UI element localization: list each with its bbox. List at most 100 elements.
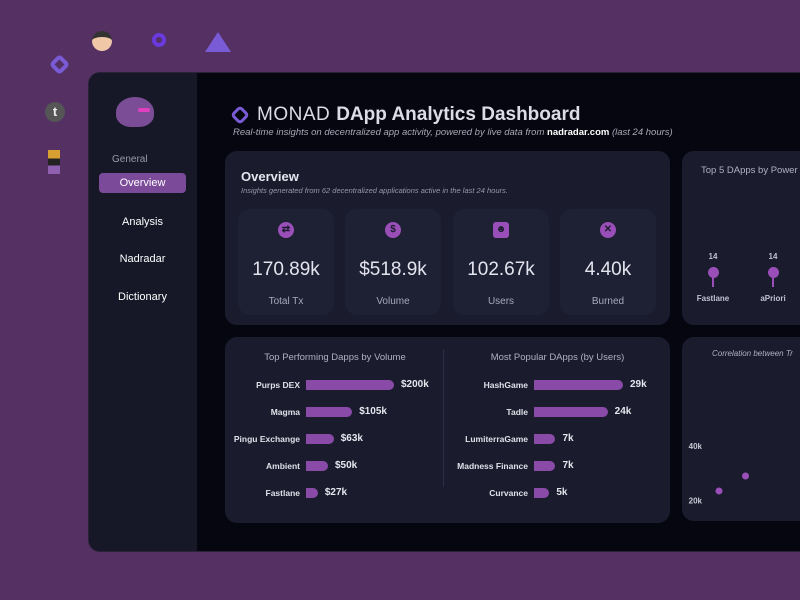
lollipop-head — [768, 267, 779, 278]
diamond-logo-icon — [48, 53, 71, 76]
bar — [534, 407, 608, 417]
stat-burned: ✕ 4.40k Burned — [560, 209, 656, 315]
lollipop-label: Fastlane — [696, 294, 730, 303]
bar-label: HashGame — [483, 380, 528, 390]
power-chart-title: Top 5 DApps by Power N — [701, 165, 800, 176]
power-chart-card: Top 5 DApps by Power N 14 Fastlane 14 aPr… — [682, 151, 800, 325]
sidebar-section-label: General — [112, 154, 148, 165]
stat-label: Volume — [376, 296, 410, 307]
title-text: DApp Analytics Dashboard — [336, 104, 581, 125]
bar — [534, 380, 623, 390]
lollipop-stem — [712, 275, 714, 287]
stat-total-tx: ⇄ 170.89k Total Tx — [238, 209, 334, 315]
triangle-logo-icon — [205, 32, 231, 52]
bar-row: Fastlane $27k — [225, 487, 670, 499]
bar-row: LumiterraGame 7k — [225, 433, 670, 445]
t-logo-icon: t — [45, 102, 65, 122]
bar-charts-card: Top Performing Dapps by Volume Most Popu… — [225, 337, 670, 523]
stat-label: Total Tx — [268, 296, 304, 307]
scatter-chart-title: Correlation between Tr — [712, 349, 793, 358]
bar — [534, 461, 556, 471]
bar-label: Magma — [270, 407, 300, 417]
avatar-icon — [92, 31, 112, 51]
bar-label: Purps DEX — [256, 380, 300, 390]
subtitle-suffix: (last 24 hours) — [609, 127, 673, 138]
bar — [306, 488, 318, 498]
bar-row: Pingu Exchange $63k — [225, 433, 670, 445]
overview-card: Overview Insights generated from 62 dece… — [225, 151, 670, 325]
bar-row: Magma $105k — [225, 406, 670, 418]
bar-label: Curvance — [489, 488, 528, 498]
stat-value: 170.89k — [252, 259, 320, 280]
bar-value: $63k — [340, 433, 363, 444]
bar-label: Fastlane — [265, 488, 301, 498]
king-avatar-icon — [48, 150, 60, 174]
bar-value: 5k — [556, 487, 568, 498]
subtitle-text: Real-time insights on decentralized app … — [233, 127, 548, 138]
fast-dollar-icon: $ — [385, 222, 401, 238]
nadradar-link[interactable]: nadradar.com — [547, 127, 610, 138]
bar-label: Ambient — [266, 461, 300, 471]
stat-users: ☻ 102.67k Users — [453, 209, 549, 315]
sidebar-item-overview[interactable]: Overview — [99, 173, 186, 193]
scatter-point — [742, 472, 750, 480]
stat-volume: $ $518.9k Volume — [345, 209, 441, 315]
overview-title: Overview — [241, 169, 299, 184]
y-tick-label: 40k — [689, 442, 703, 451]
bar-value: $105k — [359, 406, 387, 417]
sidebar-item-dictionary[interactable]: Dictionary — [118, 291, 167, 303]
bar-row: Purps DEX $200k — [225, 379, 670, 391]
bar-value: $27k — [324, 487, 348, 498]
bar-row: HashGame 29k — [225, 379, 670, 391]
scatter-chart-card: Correlation between Tr 020k40k050k — [682, 337, 800, 521]
bar-label: Tadle — [506, 407, 528, 417]
volume-chart-title: Top Performing Dapps by Volume — [264, 352, 406, 363]
bar-value: 7k — [562, 433, 574, 444]
lollipop-stem — [772, 275, 774, 287]
scatter-point — [715, 487, 723, 495]
bar-value: $200k — [401, 379, 429, 390]
bar-label: LumiterraGame — [465, 434, 528, 444]
sidebar-item-analysis[interactable]: Analysis — [122, 216, 163, 228]
bar-row: Tadle 24k — [225, 406, 670, 418]
stat-label: Users — [487, 296, 515, 307]
stat-value: 102.67k — [467, 259, 535, 280]
bar-row: Madness Finance 7k — [225, 460, 670, 472]
bar-label: Madness Finance — [457, 461, 528, 471]
bar-label: Pingu Exchange — [233, 434, 300, 444]
page-subtitle: Real-time insights on decentralized app … — [233, 127, 673, 138]
monad-logo-icon — [230, 105, 250, 125]
sidebar: General Overview Analysis Nadradar Dicti… — [89, 73, 197, 551]
bar — [306, 461, 328, 471]
bar — [306, 434, 334, 444]
bar-row: Ambient $50k — [225, 460, 670, 472]
lollipop-label: aPriori — [760, 294, 786, 303]
dashboard-window: General Overview Analysis Nadradar Dicti… — [88, 72, 800, 552]
bar-value: 7k — [562, 460, 574, 471]
lollipop-value: 14 — [708, 252, 718, 261]
page-title: MONAD DApp Analytics Dashboard — [230, 104, 581, 126]
y-tick-label: 20k — [689, 497, 703, 506]
users-chart-title: Most Popular DApps (by Users) — [490, 352, 625, 363]
sidebar-item-nadradar[interactable]: Nadradar — [119, 253, 166, 265]
bar — [306, 380, 394, 390]
bar-value: $50k — [335, 460, 358, 471]
scatter-plot: 020k40k050k — [689, 442, 750, 506]
bar-value: 29k — [630, 379, 647, 390]
bar — [534, 488, 550, 498]
stat-value: 4.40k — [584, 259, 632, 280]
lollipop-head — [708, 267, 719, 278]
stat-value: $518.9k — [359, 259, 427, 280]
users-icon: ☻ — [493, 222, 509, 238]
divider — [443, 349, 444, 487]
brand-name: MONAD — [257, 104, 331, 125]
overview-subtitle: Insights generated from 62 decentralized… — [241, 186, 508, 195]
bar-value: 24k — [614, 406, 632, 417]
lollipop-value: 14 — [768, 252, 778, 261]
x-circle-icon: ✕ — [600, 222, 616, 238]
bar — [534, 434, 556, 444]
swap-icon: ⇄ — [278, 222, 294, 238]
stat-label: Burned — [591, 296, 625, 307]
mascot-logo — [116, 97, 154, 127]
ring-logo-icon — [152, 33, 166, 47]
